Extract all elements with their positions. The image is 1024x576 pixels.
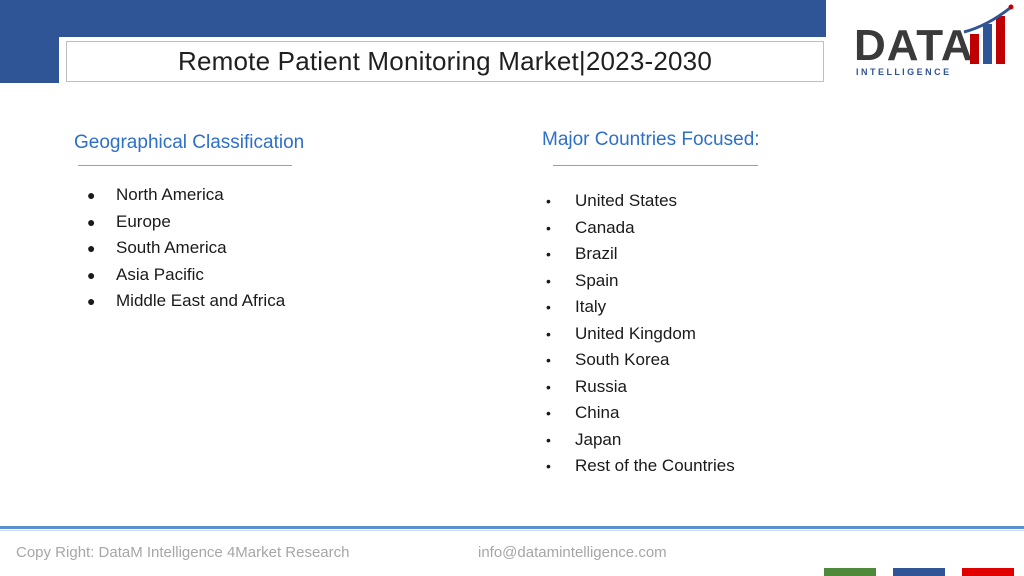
list-item: ● Europe [74, 209, 285, 236]
bullet-icon: • [546, 219, 551, 236]
country-list: • United States • Canada • Brazil • Spain • I… [533, 188, 735, 480]
heading-underline [553, 165, 758, 166]
copyright-text: Copy Right: DataM Intelligence 4Market R… [16, 544, 350, 561]
list-item: ● Asia Pacific [74, 262, 285, 289]
list-item: • Canada [533, 215, 735, 242]
bullet-icon: • [546, 378, 551, 395]
footer-divider-light [0, 530, 1024, 531]
bullet-icon: ● [87, 293, 96, 309]
bullet-icon: ● [87, 266, 96, 283]
bullet-icon: • [546, 458, 551, 474]
company-logo: DATA I N T E L L I G E N C E [854, 4, 1014, 77]
bullet-icon: ● [87, 240, 96, 256]
list-item: • Japan [533, 427, 735, 454]
logo-word: DATA [854, 21, 974, 70]
bullet-icon: • [546, 405, 551, 421]
contact-email[interactable]: info@datamintelligence.com [478, 544, 667, 561]
list-item: • United Kingdom [533, 321, 735, 348]
bullet-icon: • [546, 272, 551, 289]
footer-swatch-red [962, 568, 1014, 576]
list-item: • Rest of the Countries [533, 453, 735, 480]
list-item: • Brazil [533, 241, 735, 268]
header-accent-block [0, 37, 59, 83]
bullet-icon: • [546, 246, 551, 262]
region-list: ● North America ● Europe ● South America ● A… [74, 182, 285, 315]
bullet-icon: • [546, 352, 551, 368]
heading-underline [78, 165, 292, 166]
header-band [0, 0, 826, 37]
list-item: • South Korea [533, 347, 735, 374]
logo-bars-icon [963, 4, 1014, 64]
page-title: Remote Patient Monitoring Market|2023-20… [178, 46, 712, 76]
bullet-icon: • [546, 193, 551, 209]
footer-divider [0, 526, 1024, 529]
list-item: ● Middle East and Africa [74, 288, 285, 315]
geographical-classification-heading: Geographical Classification [74, 132, 305, 153]
logo-tagline: I N T E L L I G E N C E [856, 67, 949, 77]
list-item: • Spain [533, 268, 735, 295]
bullet-icon: • [546, 431, 551, 448]
major-countries-heading: Major Countries Focused: [542, 129, 760, 150]
bullet-icon: • [546, 299, 551, 315]
bullet-icon: • [546, 325, 551, 342]
footer-swatch-green [824, 568, 876, 576]
footer-swatch-blue [893, 568, 945, 576]
list-item: ● South America [74, 235, 285, 262]
bullet-icon: ● [87, 213, 96, 230]
title-box: Remote Patient Monitoring Market|2023-20… [66, 41, 824, 82]
list-item: • Russia [533, 374, 735, 401]
list-item: • United States [533, 188, 735, 215]
bullet-icon: ● [87, 187, 96, 203]
list-item: ● North America [74, 182, 285, 209]
list-item: • Italy [533, 294, 735, 321]
list-item: • China [533, 400, 735, 427]
